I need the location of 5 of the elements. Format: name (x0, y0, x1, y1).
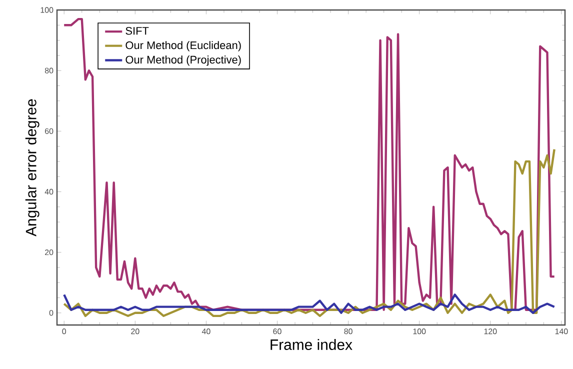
y-axis-title: Angular error degree (25, 99, 40, 236)
x-axis-title: Frame index (270, 339, 352, 350)
legend-label: SIFT (126, 26, 149, 35)
legend-label: Our Method (Projective) (126, 56, 241, 66)
legend-label: Our Method (Euclidean) (126, 41, 241, 52)
